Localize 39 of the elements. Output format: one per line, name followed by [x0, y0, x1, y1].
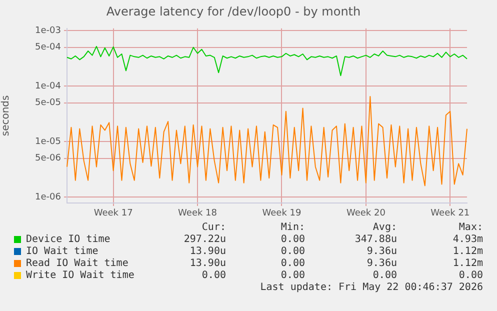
- x-tick-label: Week 19: [262, 208, 302, 219]
- chart-title: Average latency for /dev/loop0 - by month: [106, 4, 361, 18]
- x-tick-label: Week 18: [178, 208, 218, 219]
- legend-label: IO Wait time: [26, 246, 98, 257]
- text: Last update: Fri May 22 00:46:37 2026: [260, 282, 483, 293]
- text: 0.00: [280, 246, 305, 257]
- text: 13.90u: [190, 246, 226, 257]
- text: 297.22u: [184, 234, 226, 245]
- x-tick-label: Week 21: [430, 208, 470, 219]
- x-tick-label: Week 17: [94, 208, 133, 219]
- text: Max:: [458, 222, 483, 233]
- y-axis-title: seconds: [0, 95, 12, 136]
- y-tick-label: 5e-04: [35, 42, 62, 53]
- y-tick-label: 5e-05: [35, 98, 61, 108]
- text: 0.00: [372, 270, 397, 281]
- text: 1.12m: [452, 258, 483, 269]
- text: 9.36u: [366, 258, 397, 269]
- text: 0.00: [280, 258, 305, 269]
- text: Cur:: [202, 222, 226, 233]
- text: 1.12m: [452, 246, 483, 257]
- text: Min:: [280, 222, 305, 233]
- y-tick-label: 1e-05: [35, 136, 61, 147]
- text: 0.00: [280, 234, 305, 245]
- legend-label: Read IO Wait time: [26, 258, 128, 269]
- y-tick-label: 1e-03: [35, 26, 61, 36]
- text: 0.00: [458, 270, 483, 281]
- text: 0.00: [280, 270, 305, 281]
- x-tick-label: Week 20: [346, 208, 386, 219]
- legend-label: Device IO time: [26, 234, 110, 245]
- text: 4.93m: [452, 234, 483, 245]
- y-tick-label: 1e-04: [35, 81, 62, 92]
- text: Avg:: [372, 222, 397, 233]
- text: 0.00: [202, 270, 226, 281]
- text: 9.36u: [366, 246, 397, 257]
- legend-label: Write IO Wait time: [26, 270, 134, 281]
- y-tick-label: 1e-06: [35, 192, 62, 202]
- y-tick-label: 5e-06: [35, 154, 62, 164]
- text: 347.88u: [354, 234, 397, 245]
- text: 13.90u: [190, 258, 226, 269]
